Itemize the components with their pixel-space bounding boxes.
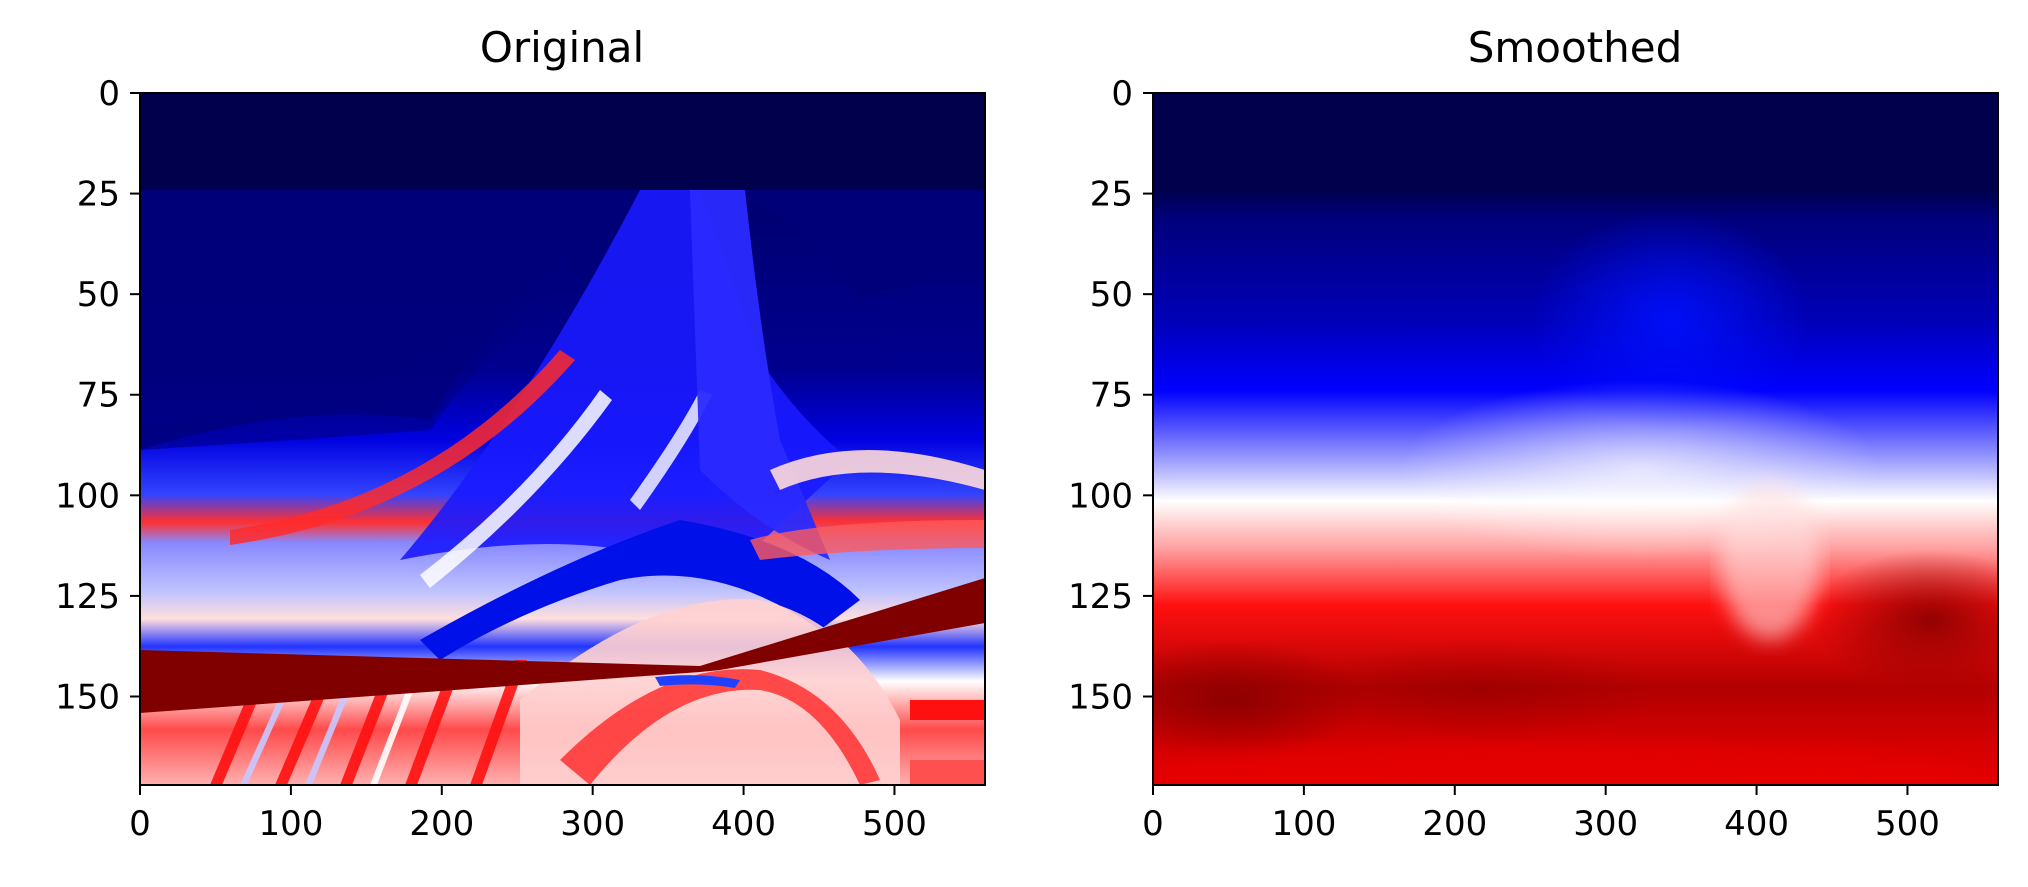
y-tick-label: 50 [1090, 275, 1133, 315]
x-tick-label: 500 [862, 804, 927, 844]
x-tick-label: 100 [258, 804, 323, 844]
y-tick-label: 25 [77, 175, 120, 215]
heatmap-image [140, 93, 985, 785]
axis-ticks: 0 100 200 300 400 500 0 25 50 75 100 125 150 [1068, 74, 1940, 844]
x-tick-label: 200 [1422, 804, 1487, 844]
axes-frame [1152, 92, 1999, 786]
y-tick-label: 100 [1068, 476, 1133, 516]
x-tick-label: 200 [409, 804, 474, 844]
x-tick-label: 400 [1724, 804, 1789, 844]
y-tick-label: 25 [1090, 175, 1133, 215]
y-tick-label: 150 [55, 677, 120, 717]
x-tick-label: 0 [129, 804, 151, 844]
panel-original: Original [55, 23, 986, 844]
y-tick-label: 100 [55, 476, 120, 516]
axis-ticks: 0 100 200 300 400 500 0 25 50 75 100 125 150 [55, 74, 927, 844]
axes-frame [139, 92, 986, 786]
x-tick-label: 400 [711, 804, 776, 844]
y-tick-label: 0 [1111, 74, 1133, 114]
y-tick-label: 150 [1068, 677, 1133, 717]
y-tick-label: 50 [77, 275, 120, 315]
y-tick-label: 125 [1068, 577, 1133, 617]
y-tick-label: 125 [55, 577, 120, 617]
panel-smoothed: Smoothed 0 100 200 300 400 500 0 25 50 75 100 125 15… [1068, 23, 1999, 844]
x-tick-label: 300 [560, 804, 625, 844]
y-tick-label: 75 [77, 376, 120, 416]
x-tick-label: 500 [1875, 804, 1940, 844]
x-tick-label: 300 [1573, 804, 1638, 844]
x-tick-label: 100 [1271, 804, 1336, 844]
heatmap-image [1153, 93, 1998, 785]
chart-title: Smoothed [1468, 23, 1683, 72]
x-tick-label: 0 [1142, 804, 1164, 844]
y-tick-label: 75 [1090, 376, 1133, 416]
chart-title: Original [480, 23, 644, 72]
y-tick-label: 0 [98, 74, 120, 114]
